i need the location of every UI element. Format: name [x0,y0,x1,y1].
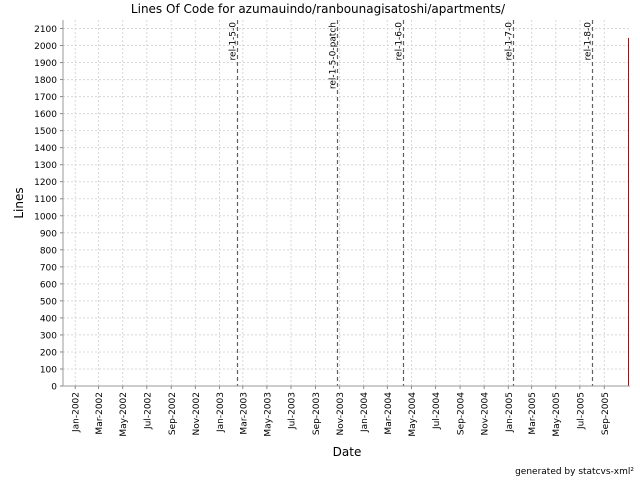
x-tick-label: Sep-2002 [168,392,178,435]
marker-label: rel-1-5-0 [229,22,239,61]
x-tick-label: Jan-2005 [505,392,515,433]
y-tick-label: 1800 [34,76,57,86]
y-tick-label: 2100 [34,25,57,35]
y-tick-label: 1400 [34,144,57,154]
y-tick-label: 1700 [34,93,57,103]
x-tick-label: Mar-2003 [239,392,249,435]
x-tick-label: Jul-2004 [432,392,442,430]
y-tick-label: 1000 [34,212,57,222]
plot-area [63,20,630,386]
y-tick-label: 1200 [34,178,57,188]
y-tick-label: 1500 [34,127,57,137]
x-tick-label: Sep-2003 [312,392,322,435]
y-tick-label: 300 [40,331,57,341]
x-tick-label: Mar-2002 [95,392,105,435]
y-axis-label: Lines [12,187,26,218]
x-tick-label: Jul-2005 [576,392,586,430]
x-tick-label: May-2005 [552,392,562,437]
y-tick-label: 800 [40,246,57,256]
x-tick-label: May-2002 [119,392,129,437]
footer-credit: generated by statcvs-xml² [515,467,634,477]
x-tick-label: May-2003 [263,392,273,437]
x-tick-label: Jan-2003 [216,392,226,433]
y-ticks: 0 100 200 300 400 500 600 700 800 900 1000 1100 1200… [34,25,63,393]
x-tick-label: May-2004 [408,392,418,437]
x-tick-label: Sep-2004 [457,392,467,435]
y-tick-label: 400 [40,314,57,324]
marker-label: rel-1-7-0 [505,22,515,61]
y-tick-label: 2000 [34,42,57,52]
y-tick-label: 900 [40,229,57,239]
x-tick-label: Jul-2002 [143,392,153,430]
y-tick-label: 600 [40,280,57,290]
x-tick-label: Nov-2002 [192,392,202,435]
x-ticks: Jan-2002 Mar-2002 May-2002 Jul-2002 Sep-2002… [72,386,611,437]
grid [63,20,630,387]
marker-label: rel-1-5-0-patch [329,22,339,89]
x-tick-label: Jan-2004 [360,392,370,433]
y-tick-label: 700 [40,263,57,273]
y-tick-label: 1300 [34,161,57,171]
y-tick-label: 1900 [34,59,57,69]
x-tick-label: Sep-2005 [601,392,611,435]
marker-label: rel-1-6-0 [395,22,405,61]
y-tick-label: 100 [40,365,57,375]
y-tick-label: 1600 [34,110,57,120]
x-axis-label: Date [333,445,362,459]
y-tick-label: 200 [40,348,57,358]
x-tick-label: Nov-2003 [336,392,346,435]
chart-title: Lines Of Code for azumauindo/ranbounagis… [131,2,506,16]
release-markers: rel-1-5-0 rel-1-5-0-patch rel-1-6-0 rel-1-7… [229,20,594,386]
y-tick-label: 500 [40,297,57,307]
x-tick-label: Mar-2004 [384,392,394,435]
x-tick-label: Jan-2002 [72,392,82,433]
x-tick-label: Nov-2004 [481,392,491,436]
y-tick-label: 1100 [34,195,57,205]
marker-label: rel-1-8-0 [584,22,594,61]
y-tick-label: 0 [51,383,57,393]
axes [62,20,630,387]
x-tick-label: Jul-2003 [287,392,297,430]
x-tick-label: Mar-2005 [528,392,538,435]
